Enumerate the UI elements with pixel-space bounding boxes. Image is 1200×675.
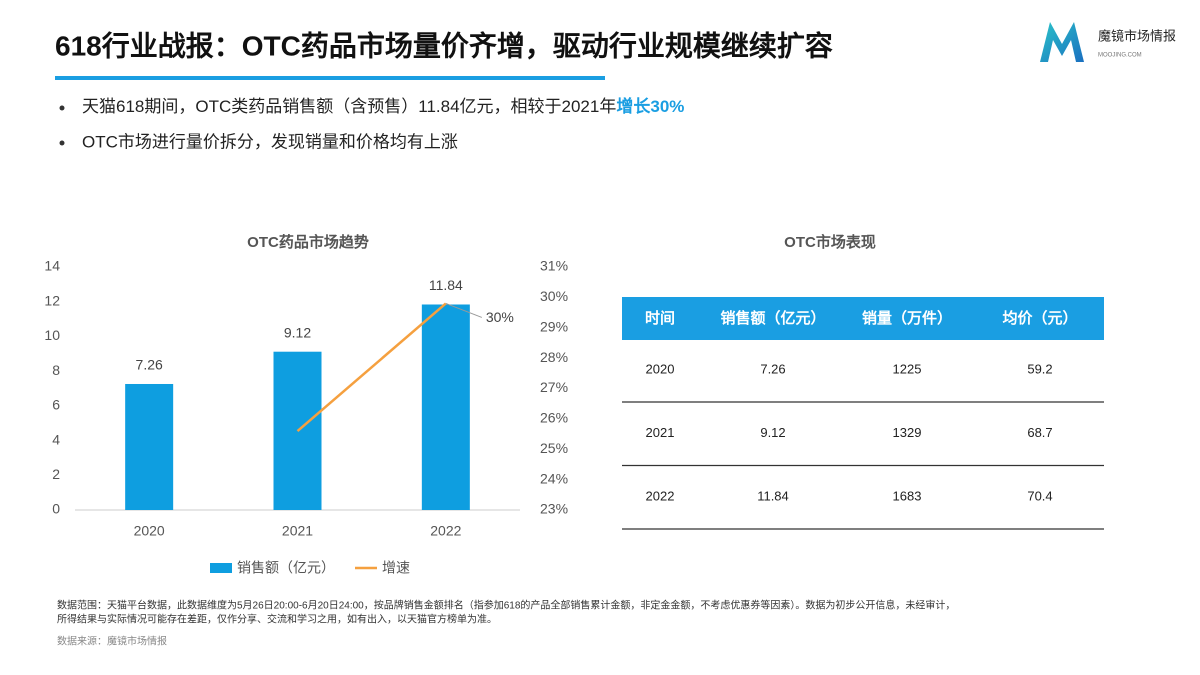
table-cell: 59.2 [1027,361,1052,376]
footnote: 所得结果与实际情况可能存在差距，仅作分享、交流和学习之用，如有出入，以天猫官方榜… [57,613,497,626]
table-cell: 70.4 [1027,488,1052,503]
y2-tick-label: 23% [540,501,568,517]
legend-label: 增速 [382,560,410,576]
table-header-cell: 均价（元） [1002,309,1077,327]
chart-title: OTC药品市场趋势 [247,233,369,251]
table-cell: 11.84 [757,488,789,503]
y-tick-label: 2 [52,466,60,482]
leader-line [445,302,483,318]
legend-label: 销售额（亿元） [237,560,335,576]
table-cell: 7.26 [760,361,785,376]
table-cell: 9.12 [760,425,785,440]
line [296,302,447,432]
table-cell: 68.7 [1027,425,1052,440]
bar [125,383,174,510]
y-tick-label: 12 [44,292,60,308]
bullet: 天猫618期间，OTC类药品销售额（含预售）11.84亿元，相较于2021年增长… [82,96,684,116]
x-tick-label: 2022 [430,523,461,539]
y2-tick-label: 31% [540,258,568,274]
bullet-text: 天猫618期间，OTC类药品销售额（含预售）11.84亿元，相较于2021年 [82,97,616,116]
y-tick-label: 8 [52,362,60,378]
x-tick-label: 2020 [134,523,165,539]
footnote: 数据范围：天猫平台数据，此数据维度为5月26日20:00-6月20日24:00，… [57,599,955,612]
y2-tick-label: 26% [540,410,568,426]
table-header-cell: 时间 [645,309,675,327]
table-title: OTC市场表现 [784,233,876,251]
y2-tick-label: 30% [540,288,568,304]
logo-text: 魔镜市场情报 [1098,28,1176,43]
logo-subtext: MOOJING.COM [1098,53,1142,59]
y-tick-label: 4 [52,431,60,447]
table-cell: 2020 [646,361,675,376]
table-header [622,297,1104,340]
y2-tick-label: 27% [540,379,568,395]
bar [421,304,470,510]
title-underline [55,76,605,80]
y2-tick-label: 24% [540,470,568,486]
source: 数据来源：魔镜市场情报 [57,635,167,648]
table-cell: 1225 [893,361,922,376]
y2-tick-label: 25% [540,440,568,456]
table-cell: 1683 [893,488,922,503]
bullet-highlight: 增长30% [616,96,684,116]
y-tick-label: 14 [44,258,60,274]
logo-mark [1040,22,1084,62]
bullet-dot [59,105,65,111]
logo: 魔镜市场情报 MOOJING.COM [1040,22,1176,62]
y2-tick-label: 29% [540,318,568,334]
legend-swatch [210,563,232,573]
y-tick-label: 0 [52,501,60,517]
y2-tick-label: 28% [540,349,568,365]
table-cell: 1329 [893,425,922,440]
table-cell: 2022 [646,488,675,503]
bullet-dot [59,140,65,146]
y-tick-label: 10 [44,327,60,343]
data-label: 11.84 [429,277,463,293]
data-label: 7.26 [136,357,163,373]
y-tick-label: 6 [52,397,60,413]
slide-title: 618行业战报：OTC药品市场量价齐增，驱动行业规模继续扩容 [55,29,833,61]
table-cell: 2021 [646,425,675,440]
table-header-cell: 销量（万件） [862,309,952,327]
table-header-cell: 销售额（亿元） [720,309,825,327]
data-label: 9.12 [284,324,311,340]
bullet-text: OTC市场进行量价拆分，发现销量和价格均有上涨 [82,132,458,151]
data-label: 30% [486,309,514,325]
x-tick-label: 2021 [282,523,313,539]
